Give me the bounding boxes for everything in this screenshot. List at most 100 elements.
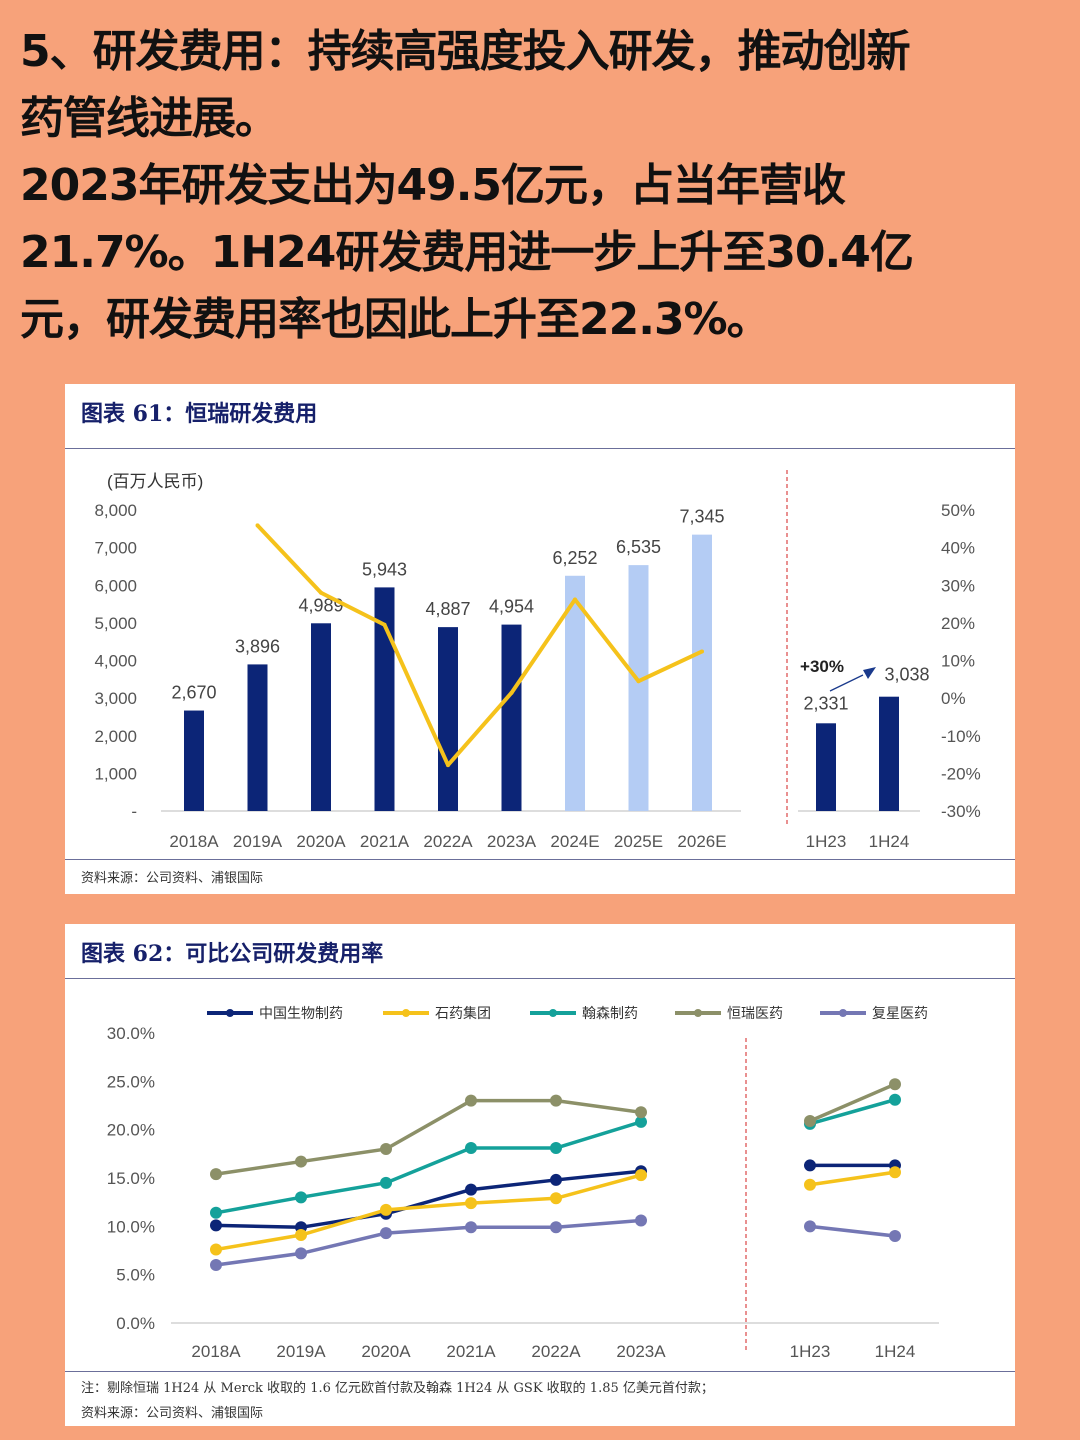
series-line xyxy=(215,1120,642,1215)
x-tick-label: 2020A xyxy=(296,832,346,851)
inset-series-point xyxy=(804,1178,816,1191)
x-tick-label: 2025E xyxy=(614,832,663,851)
legend-marker xyxy=(694,1009,702,1017)
right-y-tick-label: -20% xyxy=(941,764,981,783)
x-tick-label: 2023A xyxy=(616,1342,666,1361)
inset-series-point xyxy=(804,1114,816,1127)
inset-series-point xyxy=(804,1159,816,1172)
yoy-growth-point xyxy=(446,763,450,768)
left-y-tick-label: 4,000 xyxy=(94,652,137,671)
x-tick-label: 1H23 xyxy=(790,1342,831,1361)
series-line xyxy=(215,1098,642,1176)
y-tick-label: 30.0% xyxy=(107,1024,155,1043)
figure-61-source: 资料来源：公司资料、浦银国际 xyxy=(81,871,264,886)
x-tick-label: 1H24 xyxy=(869,832,910,851)
series-point xyxy=(295,1191,307,1204)
bar-value-label: 7,345 xyxy=(679,507,724,527)
series-point xyxy=(465,1221,477,1234)
series-line xyxy=(215,1173,642,1252)
series-point xyxy=(380,1203,392,1216)
yoy-growth-point xyxy=(255,523,260,528)
bar-value-label: 3,896 xyxy=(235,636,280,656)
bar-value-label: 6,535 xyxy=(616,537,661,557)
bar-2018A xyxy=(184,710,204,811)
bar-2020A xyxy=(311,623,331,811)
x-tick-label: 1H24 xyxy=(875,1342,916,1361)
footer-divider xyxy=(65,1371,1015,1372)
headline: 5、研发费用：持续高强度投入研发，推动创新 药管线进展。 2023年研发支出为49.… xyxy=(20,18,1070,353)
growth-arrow-head xyxy=(863,667,876,679)
left-y-tick-label: 3,000 xyxy=(94,689,137,708)
series-point xyxy=(465,1142,477,1155)
series-point xyxy=(465,1197,477,1210)
legend-marker xyxy=(402,1009,410,1017)
series-point xyxy=(550,1173,562,1186)
bar-value-label: 3,038 xyxy=(884,665,929,685)
left-y-tick-label: 7,000 xyxy=(94,539,137,558)
series-point xyxy=(465,1183,477,1196)
legend-marker xyxy=(839,1009,847,1017)
yoy-growth-line xyxy=(256,524,703,768)
left-y-tick-label: - xyxy=(131,802,137,821)
yoy-growth-point xyxy=(636,679,641,684)
legend-label: 复星医药 xyxy=(872,1005,928,1021)
series-point xyxy=(210,1243,222,1256)
legend-label: 中国生物制药 xyxy=(259,1005,343,1021)
inset-series-point xyxy=(889,1166,901,1179)
x-tick-label: 2024E xyxy=(550,832,599,851)
left-y-tick-label: 5,000 xyxy=(94,614,137,633)
x-tick-label: 2018A xyxy=(169,832,219,851)
series-point xyxy=(635,1106,647,1119)
inset-series-line xyxy=(809,1224,896,1238)
series-point xyxy=(295,1247,307,1260)
bar-2022A xyxy=(438,627,458,811)
y-tick-label: 5.0% xyxy=(116,1266,155,1285)
inset-series-point xyxy=(889,1078,901,1091)
x-tick-label: 2021A xyxy=(446,1342,496,1361)
figure-62-title: 图表 62：可比公司研发费用率 xyxy=(81,941,384,967)
series-point xyxy=(295,1155,307,1168)
bar-value-label: 5,943 xyxy=(362,559,407,579)
series-point xyxy=(210,1168,222,1181)
x-tick-label: 2018A xyxy=(191,1342,241,1361)
figure-62-source: 资料来源：公司资料、浦银国际 xyxy=(81,1406,264,1421)
series-point xyxy=(295,1229,307,1242)
y-tick-label: 15.0% xyxy=(107,1169,155,1188)
yoy-growth-point xyxy=(700,649,704,654)
bar-value-label: 4,887 xyxy=(425,599,470,619)
inset-series-point xyxy=(889,1093,901,1106)
series-point xyxy=(210,1206,222,1219)
x-tick-label: 2023A xyxy=(487,832,537,851)
headline-line: 21.7%。1H24研发费用进一步上升至30.4亿 xyxy=(20,227,914,278)
headline-line: 2023年研发支出为49.5亿元，占当年营收 xyxy=(20,160,846,211)
x-tick-label: 2019A xyxy=(233,832,283,851)
bar-value-label: 6,252 xyxy=(552,548,597,568)
inset-series-point xyxy=(804,1220,816,1233)
title-divider xyxy=(65,448,1015,449)
series-point xyxy=(635,1214,647,1227)
bar-2025E xyxy=(628,565,649,811)
y-tick-label: 20.0% xyxy=(107,1121,155,1140)
headline-line: 5、研发费用：持续高强度投入研发，推动创新 xyxy=(20,26,911,77)
legend-label: 翰森制药 xyxy=(582,1005,638,1021)
right-y-tick-label: -10% xyxy=(941,727,981,746)
headline-line: 药管线进展。 xyxy=(20,93,279,144)
bar-2026E xyxy=(692,534,712,811)
series-point xyxy=(380,1227,392,1240)
inset-series-line xyxy=(809,1098,896,1126)
figure-62-note: 注：剔除恒瑞 1H24 从 Merck 收取的 1.6 亿元欧首付款及翰森 1H… xyxy=(81,1381,714,1396)
series-point xyxy=(210,1219,222,1232)
figure-61-title: 图表 61：恒瑞研发费用 xyxy=(81,401,318,427)
yoy-growth-point xyxy=(509,690,514,695)
right-y-tick-label: -30% xyxy=(941,802,981,821)
y-tick-label: 0.0% xyxy=(116,1314,155,1333)
bar-1H24 xyxy=(879,696,899,811)
series-point xyxy=(635,1115,647,1128)
bar-2023A xyxy=(501,624,522,811)
growth-label: +30% xyxy=(800,657,844,676)
bar-value-label: 2,670 xyxy=(171,683,216,703)
x-tick-label: 2022A xyxy=(423,832,473,851)
left-y-tick-label: 2,000 xyxy=(94,727,137,746)
bar-2021A xyxy=(374,587,395,811)
x-tick-label: 2021A xyxy=(360,832,410,851)
